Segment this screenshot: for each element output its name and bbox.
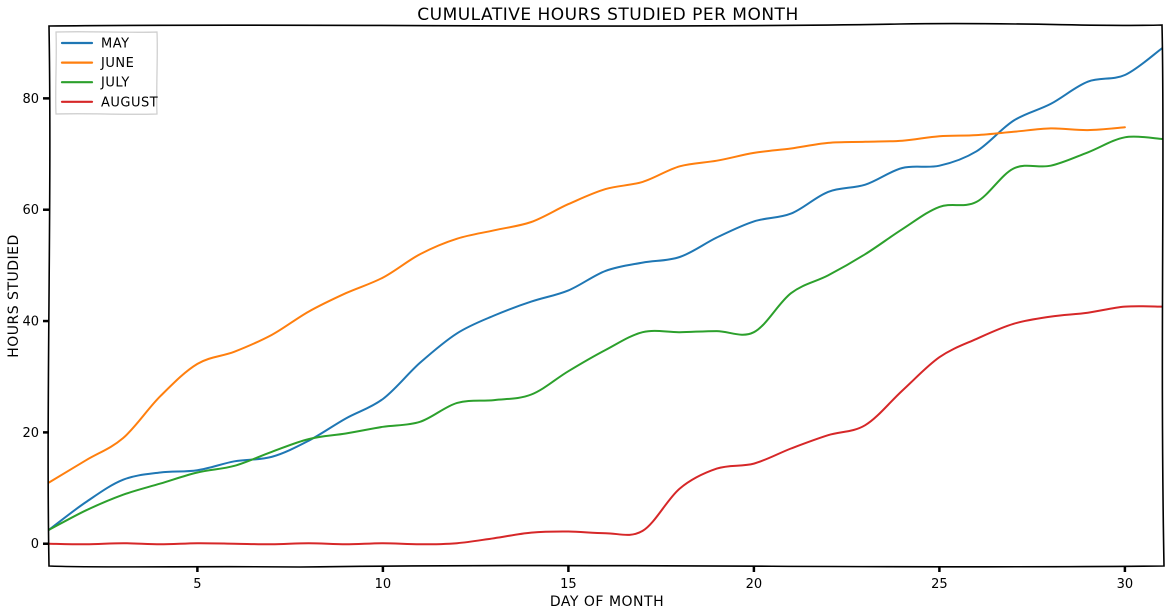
y-axis-label: HOURS STUDIED (6, 234, 22, 358)
x-tick-label: 25 (931, 577, 948, 592)
x-tick-label: 15 (560, 577, 577, 592)
legend-box (55, 31, 158, 115)
y-axis: 0 20 40 60 80 (22, 92, 49, 552)
legend-label-july: JULY (100, 76, 130, 91)
series-line-august (48, 305, 1163, 546)
y-tick-label: 60 (22, 203, 39, 218)
y-tick-label: 20 (22, 426, 39, 441)
legend: MAY JUNE JULY AUGUST (55, 31, 158, 115)
x-tick-label: 20 (746, 577, 763, 592)
chart-title: CUMULATIVE HOURS STUDIED PER MONTH (417, 5, 798, 25)
plot-frame (47, 22, 1165, 568)
series-line-may (48, 47, 1163, 531)
series-line-june (48, 126, 1126, 484)
x-tick-label: 10 (375, 577, 392, 592)
y-tick-label: 80 (22, 92, 39, 107)
y-tick-label: 40 (22, 315, 39, 330)
x-axis-label: DAY OF MONTH (550, 594, 664, 610)
x-tick-label: 30 (1117, 577, 1134, 592)
legend-label-june: JUNE (100, 56, 134, 71)
series-line-july (48, 135, 1163, 531)
x-tick-label: 5 (193, 577, 201, 592)
legend-label-may: MAY (101, 37, 130, 52)
x-axis: 5 10 15 20 25 30 (193, 566, 1133, 592)
legend-label-august: AUGUST (101, 95, 158, 110)
y-tick-label: 0 (31, 537, 39, 552)
